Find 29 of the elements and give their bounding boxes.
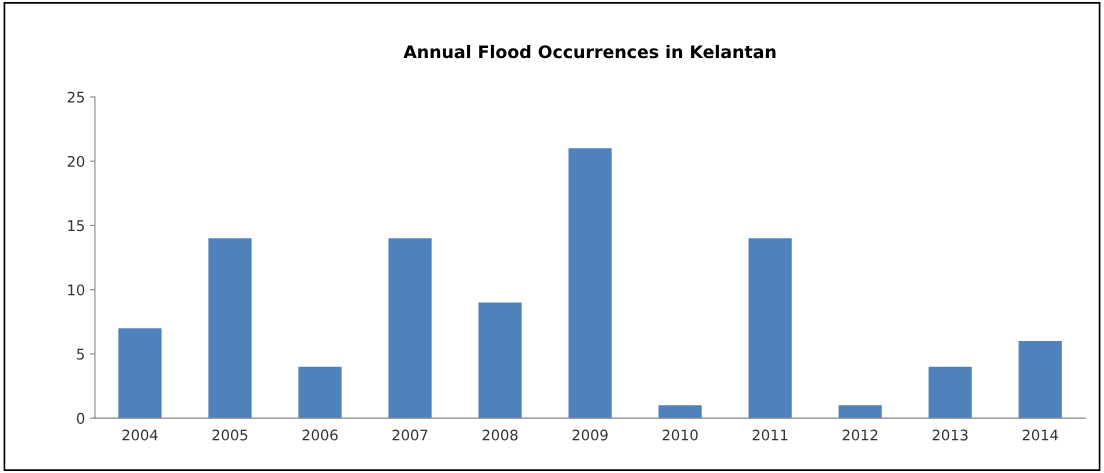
bar [118, 328, 162, 419]
bar [388, 238, 432, 419]
x-tick-label: 2006 [302, 429, 338, 441]
bar [928, 366, 972, 419]
x-tick-label: 2012 [842, 429, 878, 441]
y-tick-label: 10 [68, 284, 85, 296]
y-tick-label: 0 [76, 412, 85, 424]
bar [658, 405, 702, 419]
x-tick-label: 2008 [482, 429, 518, 441]
x-tick-label: 2009 [572, 429, 608, 441]
y-tick-label: 20 [67, 155, 85, 167]
y-tick-label: 25 [67, 91, 84, 103]
y-tick-label: 15 [68, 220, 84, 232]
bar [298, 366, 342, 419]
x-tick-label: 2013 [932, 429, 968, 441]
bar [208, 238, 252, 419]
bar [1018, 341, 1062, 419]
bar [568, 148, 612, 419]
x-tick-label: 2005 [212, 429, 248, 441]
x-tick-label: 2010 [662, 429, 698, 441]
bar [478, 302, 522, 419]
x-tick-label: 2007 [392, 429, 428, 441]
bar [748, 238, 792, 419]
y-tick-label: 5 [77, 348, 84, 360]
x-tick-label: 2014 [1022, 429, 1058, 441]
x-tick-label: 2004 [122, 429, 158, 441]
x-tick-label: 2011 [752, 429, 788, 441]
chart-title: Annual Flood Occurrences in Kelantan [403, 44, 776, 59]
bar [838, 405, 882, 419]
